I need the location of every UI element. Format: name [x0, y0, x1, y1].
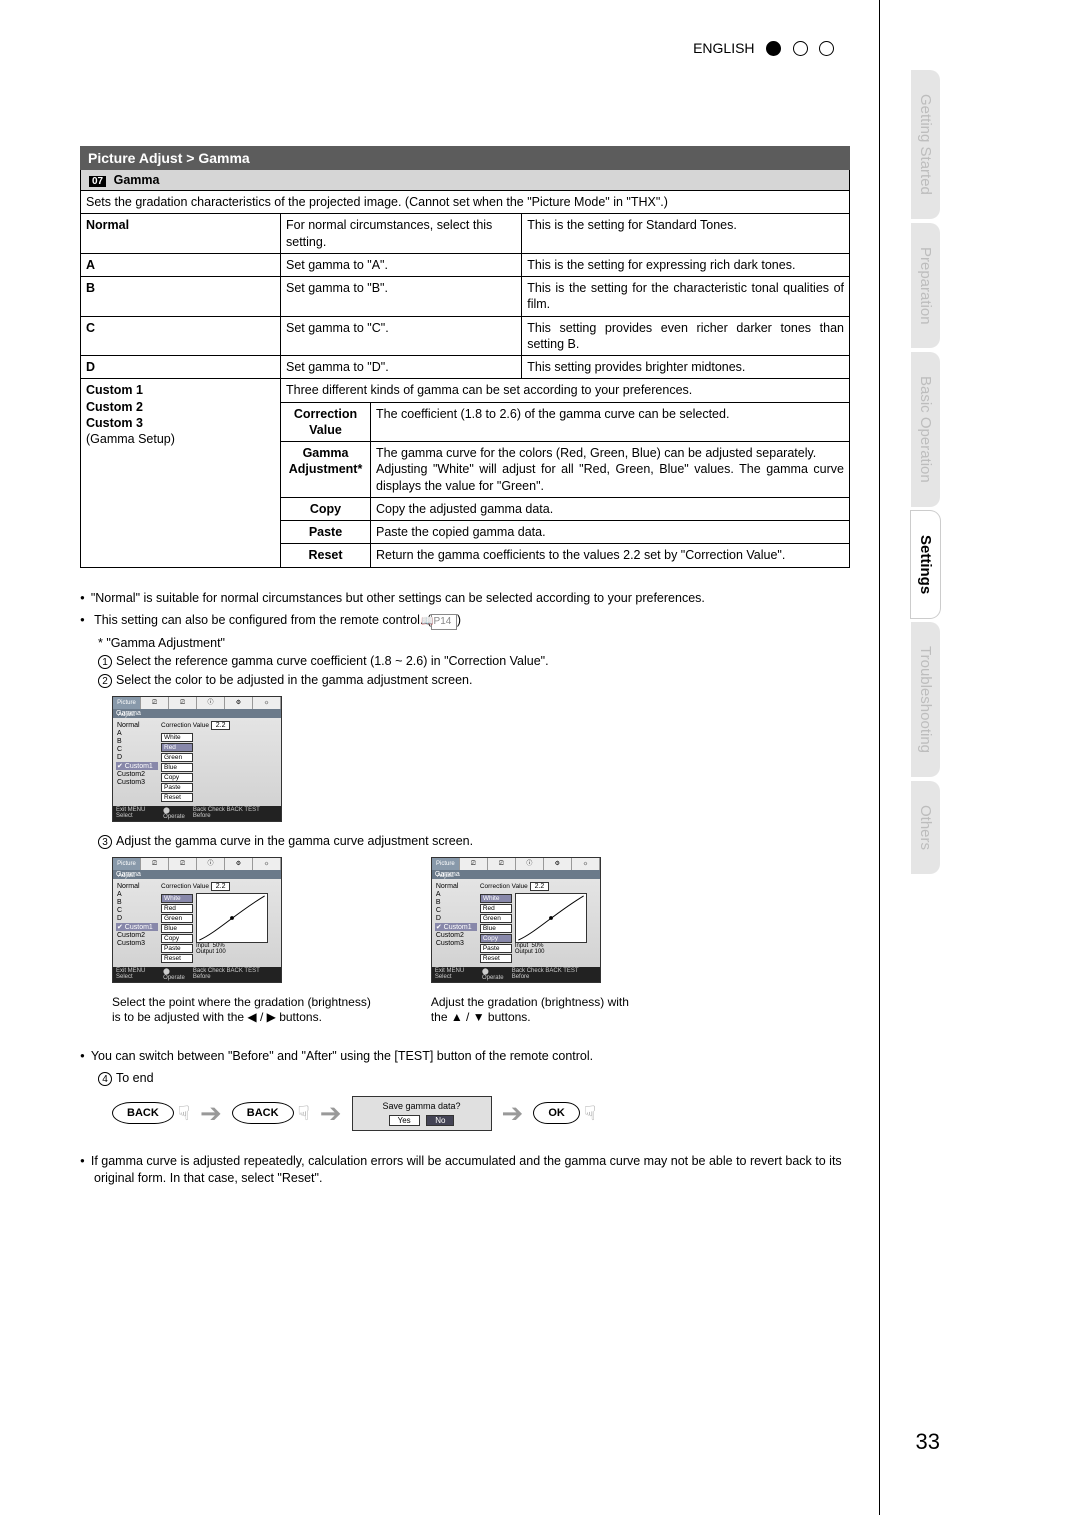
language-indicator: ENGLISH: [80, 40, 850, 56]
note: "Normal" is suitable for normal circumst…: [80, 590, 850, 607]
sub-label: Reset: [281, 544, 371, 567]
end-flow: BACK ☟ ➔ BACK ☟ ➔ Save gamma data? Yes N…: [112, 1096, 850, 1131]
row-right: This is the setting for Standard Tones.: [522, 214, 850, 254]
ok-button-label: OK: [533, 1102, 580, 1124]
language-label: ENGLISH: [693, 40, 754, 56]
section-title: 07 Gamma: [80, 170, 850, 191]
step-2: 2Select the color to be adjusted in the …: [98, 673, 850, 688]
arrow-icon: ➔: [320, 1098, 342, 1129]
row-mid: For normal circumstances, select this se…: [281, 214, 522, 254]
notes-list-2: You can switch between "Before" and "Aft…: [80, 1048, 850, 1065]
row-label: A: [81, 253, 281, 276]
gamma-menu-screenshot-1: Picture Adjust⎚⎚ⓘ⚙☼ Gamma NormalABCD✔ Cu…: [112, 696, 282, 822]
sub-label: Paste: [281, 521, 371, 544]
sub-text: Copy the adjusted gamma data.: [371, 497, 850, 520]
breadcrumb: Picture Adjust > Gamma: [80, 146, 850, 170]
note: If gamma curve is adjusted repeatedly, c…: [80, 1153, 850, 1187]
row-label: Normal: [81, 214, 281, 254]
caption-right: Adjust the gradation (brightness) with t…: [431, 995, 629, 1026]
custom-row-label: Custom 1 Custom 2 Custom 3 (Gamma Setup): [81, 379, 281, 567]
back-button-label: BACK: [232, 1102, 294, 1124]
row-right: This is the setting for the characterist…: [522, 277, 850, 317]
sub-text: Paste the copied gamma data.: [371, 521, 850, 544]
save-dialog: Save gamma data? Yes No: [352, 1096, 492, 1131]
sub-label: Correction Value: [281, 402, 371, 442]
row-label: C: [81, 316, 281, 356]
lang-dot-filled: [766, 41, 781, 56]
section-label: Gamma: [114, 173, 160, 187]
row-mid: Set gamma to "B".: [281, 277, 522, 317]
note: This setting can also be configured from…: [80, 612, 850, 630]
row-mid: Set gamma to "A".: [281, 253, 522, 276]
row-right: This setting provides brighter midtones.: [522, 356, 850, 379]
yes-button[interactable]: Yes: [389, 1115, 420, 1126]
side-tab-getting-started[interactable]: Getting Started: [911, 70, 940, 219]
gamma-description: Sets the gradation characteristics of th…: [81, 191, 850, 214]
gamma-menu-screenshot-3: Picture Adjust⎚⎚ⓘ⚙☼ Gamma NormalABCD✔ Cu…: [431, 857, 601, 983]
hand-icon: ☟: [178, 1101, 190, 1126]
sub-text: The coefficient (1.8 to 2.6) of the gamm…: [371, 402, 850, 442]
side-tab-others[interactable]: Others: [911, 781, 940, 874]
step-3: 3Adjust the gamma curve in the gamma cur…: [98, 834, 850, 849]
row-right: This setting provides even richer darker…: [522, 316, 850, 356]
page-ref-icon: 📖P14: [431, 614, 457, 630]
press-back-2: BACK ☟: [232, 1101, 310, 1126]
section-number: 07: [89, 176, 106, 187]
custom-intro: Three different kinds of gamma can be se…: [281, 379, 850, 402]
row-label: D: [81, 356, 281, 379]
side-tab-preparation[interactable]: Preparation: [911, 223, 940, 349]
sub-text: Return the gamma coefficients to the val…: [371, 544, 850, 567]
page-number: 33: [916, 1429, 940, 1455]
row-label: B: [81, 277, 281, 317]
hand-icon: ☟: [584, 1101, 596, 1126]
lang-dot: [793, 41, 808, 56]
save-question: Save gamma data?: [357, 1101, 487, 1111]
no-button[interactable]: No: [426, 1115, 454, 1126]
step-4: 4To end: [98, 1071, 850, 1086]
press-back-1: BACK ☟: [112, 1101, 190, 1126]
caption-left: Select the point where the gradation (br…: [112, 995, 371, 1026]
row-mid: Set gamma to "C".: [281, 316, 522, 356]
side-tab-settings[interactable]: Settings: [911, 511, 940, 618]
sub-label: Gamma Adjustment*: [281, 442, 371, 498]
step-1: 1Select the reference gamma curve coeffi…: [98, 654, 850, 669]
side-tabs: Getting Started Preparation Basic Operatio…: [911, 70, 940, 878]
arrow-icon: ➔: [200, 1098, 222, 1129]
row-right: This is the setting for expressing rich …: [522, 253, 850, 276]
side-tab-troubleshooting[interactable]: Troubleshooting: [911, 622, 940, 777]
note: You can switch between "Before" and "Aft…: [80, 1048, 850, 1065]
sub-label: Copy: [281, 497, 371, 520]
gamma-menu-screenshot-2: Picture Adjust⎚⎚ⓘ⚙☼ Gamma NormalABCD✔ Cu…: [112, 857, 282, 983]
side-tab-basic-operation[interactable]: Basic Operation: [911, 352, 940, 507]
gamma-adjustment-heading: * "Gamma Adjustment": [98, 636, 850, 650]
arrow-icon: ➔: [502, 1098, 524, 1129]
sub-text: The gamma curve for the colors (Red, Gre…: [371, 442, 850, 498]
notes-list-3: If gamma curve is adjusted repeatedly, c…: [80, 1153, 850, 1187]
lang-dot: [819, 41, 834, 56]
press-ok: OK ☟: [533, 1101, 596, 1126]
hand-icon: ☟: [298, 1101, 310, 1126]
notes-list: "Normal" is suitable for normal circumst…: [80, 590, 850, 630]
gamma-table: Sets the gradation characteristics of th…: [80, 191, 850, 568]
back-button-label: BACK: [112, 1102, 174, 1124]
row-mid: Set gamma to "D".: [281, 356, 522, 379]
